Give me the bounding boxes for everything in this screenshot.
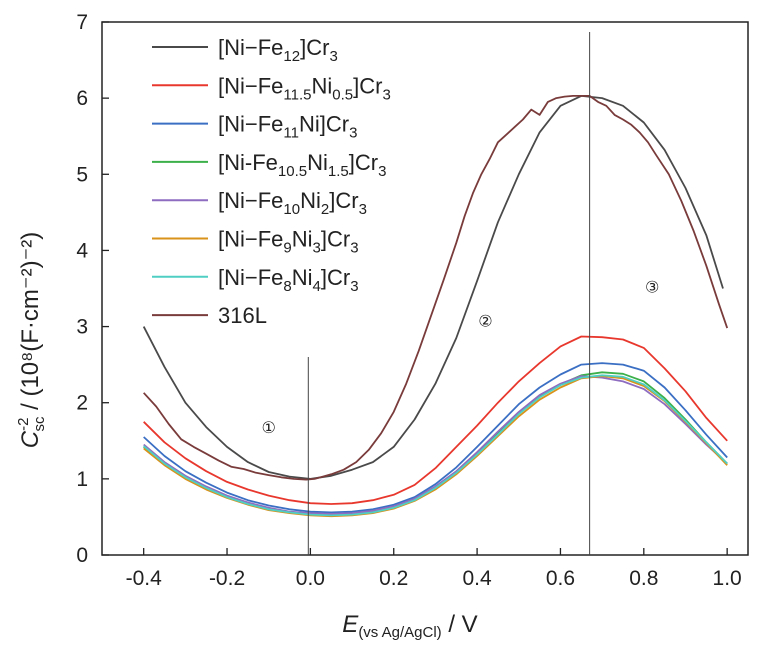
y-tick-label: 6: [76, 87, 88, 110]
region-label: ③: [645, 277, 659, 296]
region-label: ①: [262, 418, 276, 437]
legend-text-part: 3: [350, 240, 358, 257]
legend-entry: [Ni−Fe10Ni2]Cr3: [218, 188, 367, 218]
legend-text-part: 3: [378, 163, 386, 180]
x-tick-label: 0.0: [296, 567, 325, 590]
legend-text-part: Ni]Cr: [299, 112, 349, 137]
legend-text-part: 3: [313, 240, 321, 257]
series-line: [142, 95, 724, 480]
x-tick-label: 0.8: [629, 567, 658, 590]
y-tick-label: 2: [76, 392, 88, 415]
legend-entry: [Ni-Fe10.5Ni1.5]Cr3: [218, 150, 386, 180]
legend-text-part: ]Cr: [349, 150, 378, 175]
x-tick-label: 1.0: [713, 567, 742, 590]
legend-text-part: 9: [283, 240, 291, 257]
legend-text-part: 10: [283, 201, 300, 218]
plot-frame: [101, 21, 749, 556]
legend-entry: [Ni−Fe9Ni3]Cr3: [218, 227, 359, 257]
legend: [Ni−Fe12]Cr3[Ni−Fe11.5Ni0.5]Cr3[Ni−Fe11N…: [152, 35, 391, 328]
legend-text-part: 3: [382, 86, 390, 103]
region-dividers: [307, 32, 591, 555]
x-tick-label: -0.4: [126, 567, 163, 590]
legend-text-part: 2: [321, 201, 329, 218]
y-tick-label: 1: [76, 468, 88, 491]
x-tick-label: -0.2: [209, 567, 245, 590]
series-layer: [142, 95, 729, 518]
series-line: [143, 95, 729, 481]
plot-area: [101, 21, 749, 556]
region-label: ②: [478, 312, 492, 331]
y-tick-label: 4: [76, 239, 88, 262]
series-line: [143, 374, 728, 517]
legend-text-part: 3: [329, 48, 337, 65]
y-tick-label: 5: [76, 163, 88, 186]
series-line: [143, 335, 728, 505]
series-line: [143, 375, 728, 518]
y-axis-title: C-2sc / (10⁸(F·cm⁻²)⁻²): [15, 232, 48, 448]
series-line: [143, 375, 728, 515]
x-tick-label: 0.2: [379, 567, 408, 590]
legend-entry: [Ni−Fe11.5Ni0.5]Cr3: [218, 73, 391, 103]
legend-text-part: 11.5: [283, 86, 311, 103]
legend-text-part: [Ni-Fe: [218, 150, 278, 175]
legend-text-part: 0.5: [332, 86, 353, 103]
legend-text-part: 3: [349, 125, 357, 142]
legend-text-part: Ni: [307, 150, 328, 175]
legend-text-part: [Ni−Fe: [218, 112, 283, 137]
legend-text-part: ]Cr: [353, 73, 382, 98]
legend-text-part: 4: [313, 278, 321, 295]
legend-entry: [Ni−Fe8Ni4]Cr3: [218, 265, 359, 295]
legend-text-part: [Ni−Fe: [218, 265, 283, 290]
legend-text-part: 12: [283, 48, 300, 65]
legend-text-part: ]Cr: [300, 35, 329, 60]
legend-text-part: 3: [359, 201, 367, 218]
legend-text-part: ]Cr: [329, 188, 358, 213]
legend-text-part: [Ni−Fe: [218, 227, 283, 252]
legend-text-part: [Ni−Fe: [218, 188, 283, 213]
legend-text-part: 1.5: [328, 163, 349, 180]
legend-entry: 316L: [218, 303, 267, 328]
legend-text-part: [Ni−Fe: [218, 73, 283, 98]
legend-text-part: 10.5: [278, 163, 307, 180]
legend-text-part: Ni: [292, 227, 313, 252]
legend-text-part: 8: [283, 278, 291, 295]
legend-text-part: ]Cr: [321, 265, 350, 290]
legend-text-part: 3: [350, 278, 358, 295]
series-line: [143, 362, 728, 514]
y-tick-label: 7: [76, 11, 88, 34]
x-axis-title: E(vs Ag/AgCl) / V: [342, 611, 477, 641]
y-tick-label: 3: [76, 316, 88, 339]
legend-text-part: ]Cr: [321, 227, 350, 252]
x-tick-label: 0.4: [462, 567, 492, 590]
legend-entry: [Ni−Fe11Ni]Cr3: [218, 112, 357, 142]
legend-text-part: 316L: [218, 303, 267, 328]
legend-text-part: [Ni−Fe: [218, 35, 283, 60]
legend-text-part: 11: [283, 125, 299, 142]
region-labels: ① ② ③: [262, 277, 660, 437]
legend-text-part: Ni: [300, 188, 321, 213]
legend-text-part: Ni: [292, 265, 313, 290]
x-tick-label: 0.6: [546, 567, 575, 590]
legend-text-part: Ni: [312, 73, 333, 98]
legend-entry: [Ni−Fe12]Cr3: [218, 35, 338, 65]
y-tick-label: 0: [76, 544, 88, 567]
